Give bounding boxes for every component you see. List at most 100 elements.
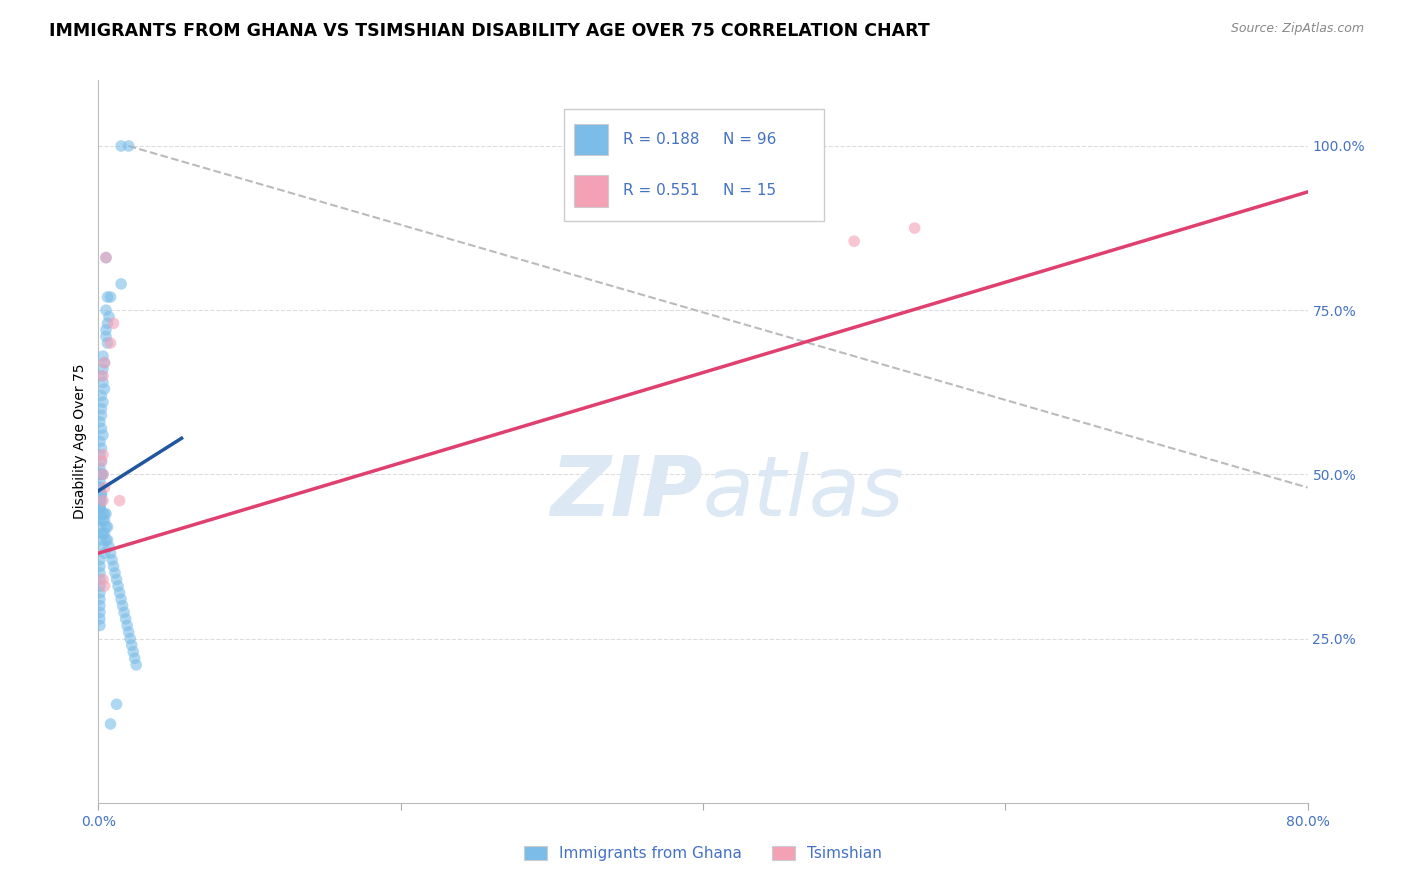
Point bbox=[89, 507, 111, 521]
Point bbox=[118, 625, 141, 640]
Point bbox=[105, 573, 128, 587]
Point bbox=[89, 474, 111, 488]
Point bbox=[89, 513, 111, 527]
Point bbox=[94, 520, 117, 534]
Point bbox=[89, 481, 111, 495]
Point bbox=[90, 526, 112, 541]
Point bbox=[100, 290, 122, 304]
Point bbox=[90, 388, 112, 402]
Point bbox=[90, 441, 112, 455]
Legend: Immigrants from Ghana, Tsimshian: Immigrants from Ghana, Tsimshian bbox=[517, 840, 889, 867]
Point bbox=[93, 507, 115, 521]
Point bbox=[91, 467, 114, 482]
Point bbox=[103, 559, 125, 574]
Point bbox=[90, 487, 112, 501]
Point bbox=[89, 493, 111, 508]
Point bbox=[91, 526, 114, 541]
Point bbox=[93, 481, 115, 495]
Point bbox=[91, 540, 114, 554]
Point bbox=[91, 573, 114, 587]
Point bbox=[89, 559, 111, 574]
Point bbox=[122, 645, 145, 659]
Point bbox=[89, 553, 111, 567]
Point bbox=[91, 349, 114, 363]
Point bbox=[94, 251, 117, 265]
Point bbox=[96, 520, 118, 534]
Point bbox=[91, 513, 114, 527]
Point bbox=[90, 493, 112, 508]
Point bbox=[124, 651, 146, 665]
Point bbox=[89, 415, 111, 429]
Point bbox=[91, 493, 114, 508]
Point bbox=[90, 409, 112, 423]
Point bbox=[100, 336, 122, 351]
Point bbox=[93, 382, 115, 396]
Point bbox=[91, 428, 114, 442]
Point bbox=[94, 303, 117, 318]
Point bbox=[89, 520, 111, 534]
Point bbox=[89, 566, 111, 580]
Point bbox=[91, 376, 114, 390]
Point bbox=[89, 500, 111, 515]
Point bbox=[96, 336, 118, 351]
Point bbox=[108, 493, 131, 508]
Point bbox=[94, 251, 117, 265]
Point bbox=[91, 395, 114, 409]
Point bbox=[91, 507, 114, 521]
Text: R = 0.188: R = 0.188 bbox=[623, 132, 699, 147]
Point bbox=[104, 566, 127, 580]
Point bbox=[90, 454, 112, 468]
Point bbox=[125, 657, 148, 672]
Point bbox=[93, 546, 115, 560]
Point bbox=[100, 717, 122, 731]
Point bbox=[121, 638, 143, 652]
Point bbox=[107, 579, 129, 593]
Point bbox=[90, 467, 112, 482]
Text: ZIP: ZIP bbox=[550, 451, 703, 533]
Point bbox=[89, 500, 111, 515]
Point bbox=[93, 526, 115, 541]
Point bbox=[89, 481, 111, 495]
Y-axis label: Disability Age Over 75: Disability Age Over 75 bbox=[73, 364, 87, 519]
Text: Source: ZipAtlas.com: Source: ZipAtlas.com bbox=[1230, 22, 1364, 36]
Point bbox=[111, 599, 134, 613]
Point bbox=[89, 573, 111, 587]
Point bbox=[89, 448, 111, 462]
Point bbox=[103, 316, 125, 330]
Point bbox=[96, 533, 118, 547]
Point bbox=[904, 221, 927, 235]
Point bbox=[89, 585, 111, 599]
Point bbox=[98, 310, 121, 324]
Point bbox=[91, 368, 114, 383]
Point bbox=[96, 290, 118, 304]
Point bbox=[101, 553, 124, 567]
Point bbox=[89, 592, 111, 607]
Point bbox=[91, 467, 114, 482]
Point bbox=[100, 546, 122, 560]
Point bbox=[108, 585, 131, 599]
Point bbox=[90, 467, 112, 482]
Point bbox=[89, 460, 111, 475]
Point bbox=[93, 356, 115, 370]
Text: IMMIGRANTS FROM GHANA VS TSIMSHIAN DISABILITY AGE OVER 75 CORRELATION CHART: IMMIGRANTS FROM GHANA VS TSIMSHIAN DISAB… bbox=[49, 22, 929, 40]
Point bbox=[89, 487, 111, 501]
Point bbox=[94, 533, 117, 547]
Point bbox=[89, 612, 111, 626]
Point bbox=[98, 540, 121, 554]
Point bbox=[120, 632, 142, 646]
Point bbox=[118, 139, 141, 153]
Point bbox=[91, 362, 114, 376]
Point bbox=[114, 612, 136, 626]
Bar bbox=[574, 175, 609, 207]
Point bbox=[96, 316, 118, 330]
Point bbox=[90, 533, 112, 547]
Point bbox=[844, 234, 866, 248]
Point bbox=[93, 356, 115, 370]
Point bbox=[89, 500, 111, 515]
Bar bbox=[574, 124, 609, 155]
Point bbox=[110, 139, 132, 153]
Point bbox=[89, 467, 111, 482]
Point bbox=[89, 481, 111, 495]
Point bbox=[90, 368, 112, 383]
Point bbox=[91, 448, 114, 462]
